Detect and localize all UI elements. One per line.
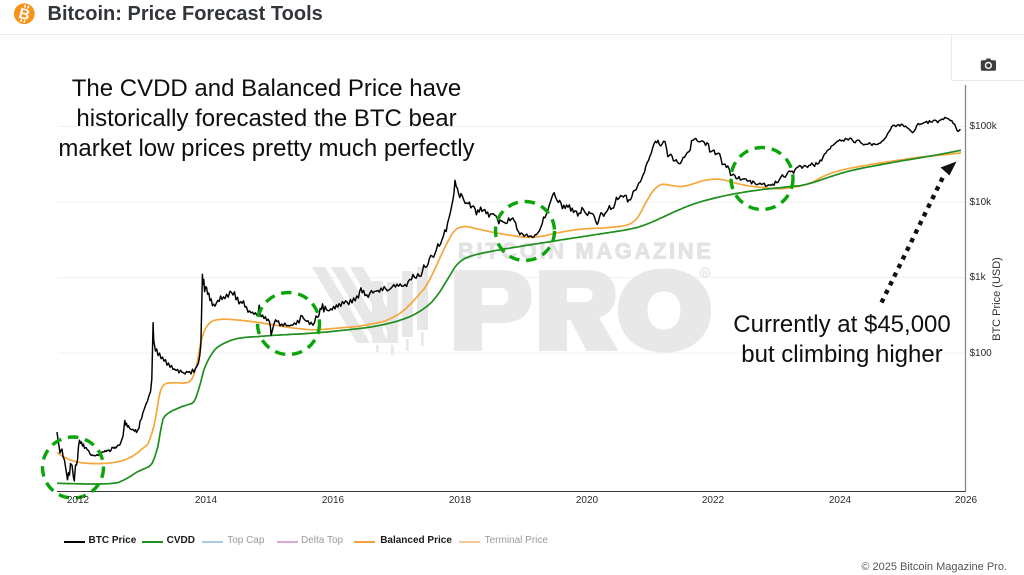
svg-text:R: R <box>702 271 707 278</box>
svg-text:BITCOIN MAGAZINE: BITCOIN MAGAZINE <box>458 239 713 264</box>
svg-text:B: B <box>17 5 32 24</box>
